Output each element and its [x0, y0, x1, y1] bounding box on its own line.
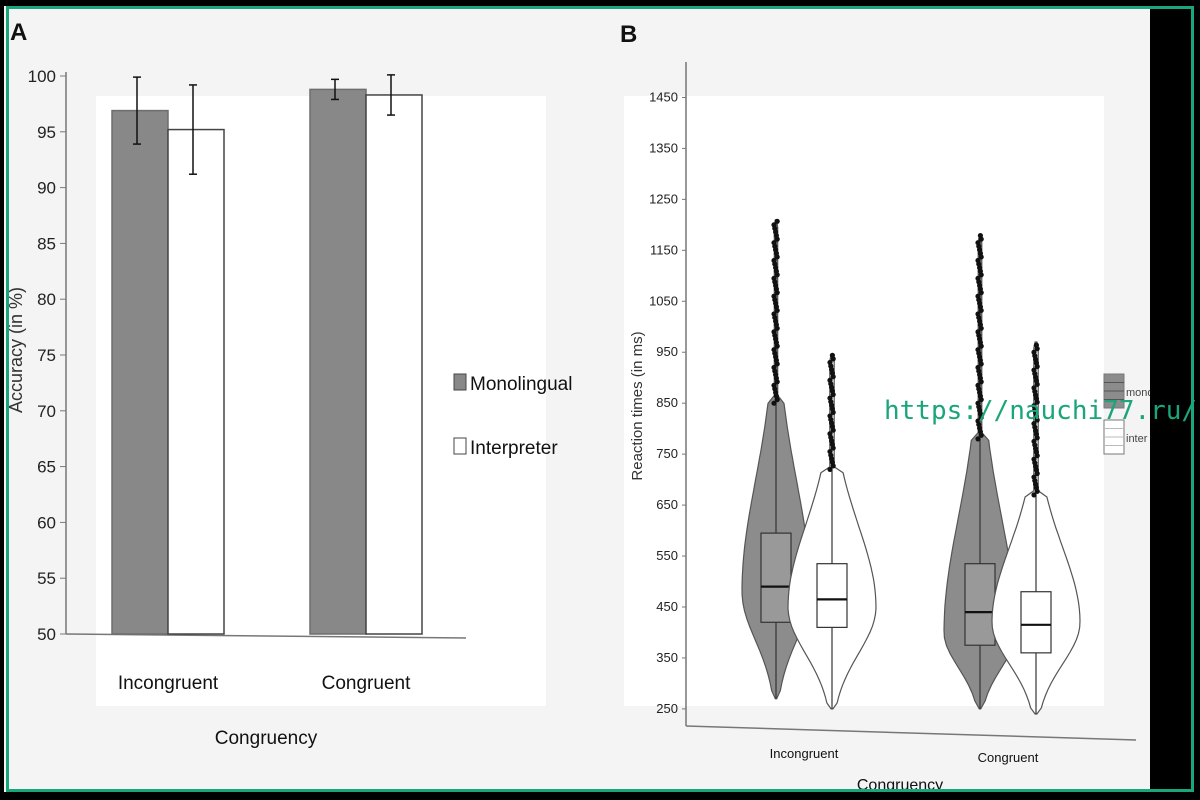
x-axis-title: Congruency [215, 728, 318, 749]
x-tick-label: Incongruent [118, 673, 219, 694]
outlier-point [827, 395, 833, 401]
x-axis-line [685, 725, 1137, 741]
legend-swatch-monolingual [453, 373, 467, 391]
legend-label-inter: inter [1126, 433, 1148, 445]
outlier-point [771, 382, 777, 388]
accuracy-bar-chart: 50 55 60 65 70 75 80 85 90 95 100 Incongruent Congru… [6, 67, 572, 749]
reaction-time-violin-chart: 250 350 450 550 650 750 850 950 1050 1150 1250 1350… [629, 62, 1150, 792]
x-axis-title: Congruency [857, 777, 943, 792]
y-tick-label: 1350 [649, 140, 678, 155]
y-tick-label: 1250 [649, 191, 678, 206]
bar-interpreter [365, 94, 423, 635]
panel-b-label: B [620, 21, 637, 48]
outlier-point [975, 240, 981, 246]
legend-swatch-interpreter [453, 437, 467, 455]
outlier-point [1031, 367, 1037, 373]
outlier-point [771, 311, 777, 317]
outlier-point [977, 232, 984, 239]
y-tick-label: 850 [656, 395, 678, 410]
outlier-point [975, 382, 981, 388]
x-tick-label: Incongruent [770, 746, 839, 761]
figure-panel: A B 50 55 60 65 70 75 80 85 90 95 100 Incongruent Co… [4, 6, 1150, 792]
outlier-point [1031, 474, 1037, 480]
panel-a-label: A [10, 19, 27, 46]
y-tick-label: 80 [37, 290, 56, 309]
outlier-point [771, 240, 777, 246]
outlier-point [975, 400, 981, 406]
y-tick-label: 90 [37, 179, 56, 198]
y-tick-label: 1150 [650, 242, 678, 257]
y-tick-label: 95 [37, 123, 56, 142]
figure-svg: A B 50 55 60 65 70 75 80 85 90 95 100 Incongruent Co… [6, 19, 1150, 792]
outlier-point [771, 222, 777, 228]
outlier-point [975, 329, 981, 335]
y-tick-label: 450 [656, 599, 678, 614]
outlier-point [1031, 492, 1037, 498]
y-tick-label: 65 [37, 458, 56, 477]
outlier-point [827, 466, 833, 473]
y-tick-label: 650 [656, 497, 678, 512]
y-tick-label: 55 [37, 569, 56, 588]
outlier-point [1031, 438, 1037, 445]
outlier-point [1031, 456, 1037, 462]
y-tick-label: 750 [656, 446, 678, 461]
outlier-point [1031, 349, 1037, 355]
y-axis-title: Accuracy (in %) [6, 287, 26, 413]
y-axis-title: Reaction times (in ms) [629, 331, 646, 480]
box-inter [1020, 591, 1052, 654]
outlier-point [829, 352, 836, 358]
outlier-point [975, 275, 981, 281]
outlier-point [1033, 342, 1039, 348]
watermark-link[interactable]: https://nauchi77.ru/ [884, 396, 1198, 426]
outlier-point [827, 359, 833, 366]
outlier-point [975, 311, 981, 317]
y-tick-label: 350 [656, 650, 678, 665]
x-tick-label: Congruent [322, 673, 411, 694]
y-tick-label: 950 [656, 344, 678, 359]
legend-label-monolingual: Monolingual [470, 374, 572, 395]
bar-monolingual [111, 109, 169, 635]
y-tick-label: 85 [37, 234, 56, 253]
outlier-point [771, 364, 777, 371]
legend-label-mono: mono [1126, 387, 1150, 399]
box-mono [964, 563, 996, 646]
y-tick-label: 1050 [649, 293, 678, 308]
box-mono [760, 532, 792, 623]
outlier-point [975, 364, 981, 371]
x-tick-label: Congruent [978, 750, 1039, 765]
outlier-point [827, 448, 833, 455]
outlier-point [771, 400, 777, 406]
outlier-point [771, 275, 777, 281]
y-tick-label: 250 [656, 701, 678, 716]
outlier-point [827, 377, 833, 383]
y-tick-label: 550 [656, 548, 678, 563]
outlier-point [1031, 403, 1037, 409]
outlier-point [827, 413, 833, 419]
outlier-point [975, 257, 981, 264]
legend-label-interpreter: Interpreter [470, 438, 558, 459]
outlier-point [774, 218, 780, 224]
outlier-point [771, 329, 777, 335]
y-tick-label: 70 [37, 402, 56, 421]
bar-interpreter [167, 128, 225, 635]
y-tick-label: 75 [37, 346, 56, 365]
y-tick-label: 1450 [649, 89, 678, 104]
outlier-point [827, 431, 833, 437]
outlier-point [975, 293, 981, 299]
outlier-point [975, 347, 981, 353]
outlier-point [1031, 385, 1037, 391]
outlier-point [975, 436, 981, 442]
outlier-point [771, 347, 777, 353]
outlier-point [1031, 420, 1037, 427]
y-tick-label: 60 [37, 513, 56, 532]
y-tick-label: 50 [37, 625, 56, 644]
y-tick-label: 100 [28, 67, 56, 86]
outlier-point [771, 257, 777, 264]
outlier-point [771, 293, 777, 299]
bar-monolingual [309, 88, 367, 635]
outlier-point [975, 418, 981, 424]
box-inter [816, 563, 848, 628]
